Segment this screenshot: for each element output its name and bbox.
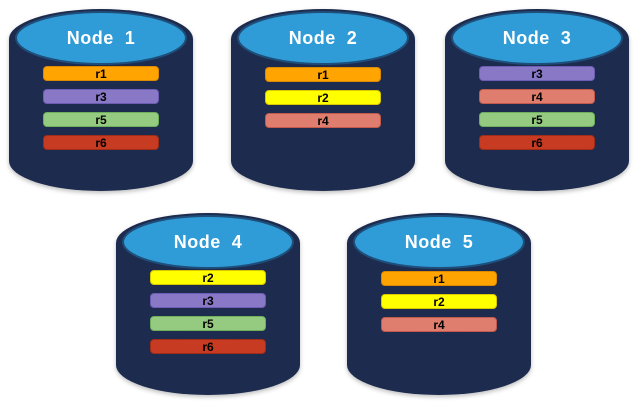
replica-bar-r6: r6: [150, 339, 266, 354]
replica-bar-r4: r4: [381, 317, 497, 332]
node-2: Node 2 r1 r2 r4: [230, 8, 416, 192]
replica-label: r3: [202, 293, 214, 308]
node-1: Node 1 r1 r3 r5 r6: [8, 8, 194, 192]
cylinder-top-face: [353, 215, 525, 269]
replica-label: r1: [317, 67, 329, 82]
replica-label: r6: [95, 135, 107, 150]
replica-bar-r1: r1: [381, 271, 497, 286]
replica-label: r1: [433, 271, 445, 286]
replica-bar-r3: r3: [479, 66, 595, 81]
replica-bar-r6: r6: [43, 135, 159, 150]
replica-bar-r5: r5: [43, 112, 159, 127]
node-5: Node 5 r1 r2 r4: [346, 212, 532, 396]
replica-label: r5: [202, 316, 214, 331]
cylinder-bottom: [231, 131, 415, 191]
replica-label: r6: [531, 135, 543, 150]
replica-label: r5: [95, 112, 107, 127]
node-title: Node 2: [288, 27, 358, 48]
replica-bar-r4: r4: [479, 89, 595, 104]
replica-bar-r5: r5: [150, 316, 266, 331]
cylinder-top-face: [15, 11, 187, 65]
node-3: Node 3 r3 r4 r5 r6: [444, 8, 630, 192]
replica-label: r5: [531, 112, 543, 127]
replica-bar-r2: r2: [150, 270, 266, 285]
node-title: Node 4: [173, 231, 243, 252]
replica-bar-r6: r6: [479, 135, 595, 150]
replica-bar-r4: r4: [265, 113, 381, 128]
node-title: Node 1: [66, 27, 136, 48]
replica-label: r2: [317, 90, 329, 105]
database-cylinder-icon: [9, 9, 193, 191]
replica-bar-r2: r2: [265, 90, 381, 105]
replica-bar-r3: r3: [43, 89, 159, 104]
replica-label: r2: [202, 270, 214, 285]
replica-bar-r1: r1: [265, 67, 381, 82]
node-4: Node 4 r2 r3 r5 r6: [115, 212, 301, 396]
replica-label: r4: [433, 317, 445, 332]
replica-label: r6: [202, 339, 214, 354]
cylinder-top-face: [122, 215, 294, 269]
node-title: Node 5: [404, 231, 474, 252]
cylinder-bottom: [347, 335, 531, 395]
replica-bar-r5: r5: [479, 112, 595, 127]
replica-label: r3: [95, 89, 107, 104]
replica-label: r1: [95, 66, 107, 81]
database-cylinder-icon: [231, 9, 415, 191]
replica-bar-r1: r1: [43, 66, 159, 81]
cylinder-top-face: [451, 11, 623, 65]
cylinder-top-face: [237, 11, 409, 65]
replica-label: r3: [531, 66, 543, 81]
replica-bar-r3: r3: [150, 293, 266, 308]
replica-label: r2: [433, 294, 445, 309]
replica-label: r4: [531, 89, 543, 104]
replica-label: r4: [317, 113, 329, 128]
node-title: Node 3: [502, 27, 572, 48]
replica-bar-r2: r2: [381, 294, 497, 309]
